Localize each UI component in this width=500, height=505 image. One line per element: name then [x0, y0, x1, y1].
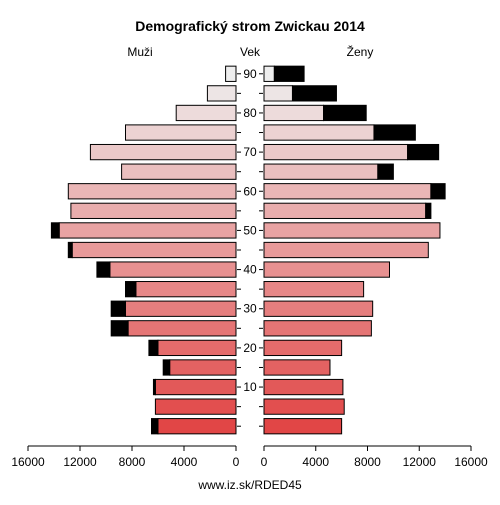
female-bar-age-0 [263, 418, 343, 435]
male-excess-age-50 [50, 222, 60, 239]
male-excess-age-45 [67, 241, 73, 259]
age-tick-label: 10 [243, 380, 257, 394]
age-tick-label: 90 [243, 67, 257, 81]
female-x-tick-label: 12000 [403, 455, 437, 469]
male-excess-age-10 [152, 378, 156, 396]
male-bar-age-25 [127, 320, 237, 337]
female-excess-age-85 [291, 85, 337, 102]
female-bar-age-10 [263, 378, 344, 396]
male-bar-age-65 [121, 163, 237, 180]
male-excess-age-35 [125, 281, 137, 298]
age-tick-label: 50 [243, 223, 257, 237]
female-bar-age-80 [263, 104, 325, 122]
female-excess-age-80 [323, 104, 367, 122]
male-excess-age-15 [162, 359, 171, 376]
female-bar-age-65 [263, 163, 379, 180]
male-bar-age-80 [175, 104, 237, 122]
age-tick-label: 70 [243, 145, 257, 159]
male-bar-age-5 [154, 398, 237, 415]
male-excess-age-20 [148, 339, 159, 357]
males-label: Muži [127, 45, 152, 59]
female-bars [263, 65, 446, 435]
male-bar-age-15 [169, 359, 237, 376]
age-tick-label: 40 [243, 263, 257, 277]
male-bar-age-10 [154, 378, 237, 396]
female-excess-age-60 [430, 183, 446, 200]
female-excess-age-90 [273, 65, 305, 82]
female-bar-age-75 [263, 124, 375, 141]
chart-title: Demografický strom Zwickau 2014 [135, 18, 365, 34]
male-bar-age-50 [58, 222, 237, 239]
source-footer: www.iz.sk/RDED45 [197, 478, 302, 492]
age-tick-label: 20 [243, 341, 257, 355]
female-bar-age-20 [263, 339, 343, 357]
male-excess-age-40 [96, 261, 111, 278]
age-label: Vek [240, 45, 261, 59]
male-bar-age-85 [206, 85, 237, 102]
female-bar-age-55 [263, 202, 427, 219]
male-bar-age-35 [135, 281, 237, 298]
female-x-tick-label: 16000 [454, 455, 488, 469]
female-bar-age-85 [263, 85, 293, 102]
male-bar-age-70 [89, 143, 237, 161]
male-bar-age-60 [67, 183, 237, 200]
male-bar-age-0 [157, 418, 237, 435]
age-tick-label: 80 [243, 106, 257, 120]
age-tick-label: 30 [243, 302, 257, 316]
female-bar-age-60 [263, 183, 432, 200]
male-x-tick-label: 16000 [11, 455, 45, 469]
female-bar-age-40 [263, 261, 390, 278]
male-excess-age-0 [151, 418, 159, 435]
female-x-tick-label: 0 [261, 455, 268, 469]
male-bar-age-55 [70, 202, 237, 219]
female-excess-age-55 [425, 202, 432, 219]
male-bars [50, 65, 237, 435]
female-excess-age-65 [377, 163, 394, 180]
age-tick-label: 60 [243, 184, 257, 198]
female-bar-age-70 [263, 143, 409, 161]
male-bar-age-90 [225, 65, 237, 82]
female-bar-age-25 [263, 320, 372, 337]
male-x-tick-label: 0 [233, 455, 240, 469]
male-bar-age-30 [125, 300, 237, 317]
female-bar-age-30 [263, 300, 374, 317]
female-bar-age-50 [263, 222, 441, 239]
male-x-tick-label: 12000 [63, 455, 97, 469]
female-bar-age-5 [263, 398, 345, 415]
female-x-tick-label: 4000 [302, 455, 329, 469]
female-excess-age-70 [407, 143, 440, 161]
male-bar-age-75 [125, 124, 237, 141]
female-bar-age-15 [263, 359, 331, 376]
female-bar-age-90 [263, 65, 275, 82]
male-excess-age-25 [110, 320, 129, 337]
male-x-tick-label: 8000 [119, 455, 146, 469]
male-bar-age-40 [109, 261, 237, 278]
female-bar-age-45 [263, 241, 429, 259]
male-x-tick-label: 4000 [171, 455, 198, 469]
male-excess-age-30 [110, 300, 126, 317]
male-bar-age-45 [71, 241, 237, 259]
axes: 0 0 4000 4000 8000 8000 12000 12000 16000 16000 10… [11, 67, 488, 469]
females-label: Ženy [347, 44, 374, 59]
male-bar-age-20 [157, 339, 237, 357]
female-excess-age-75 [373, 124, 416, 141]
female-x-tick-label: 8000 [354, 455, 381, 469]
female-bar-age-35 [263, 281, 365, 298]
